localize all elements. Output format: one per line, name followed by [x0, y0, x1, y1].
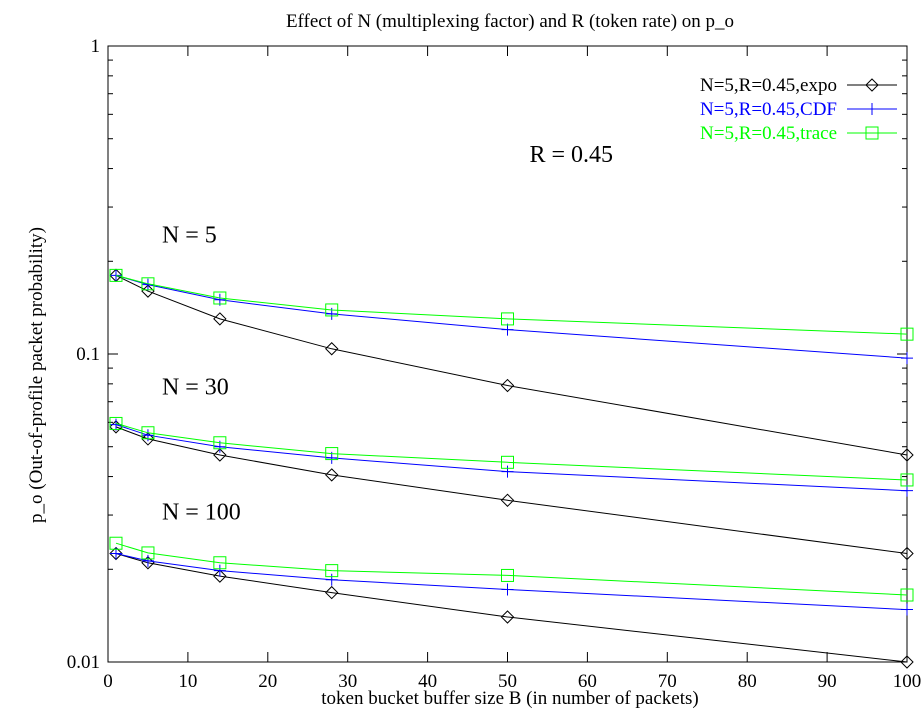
- data-point: [213, 448, 227, 462]
- legend-item: N=5,R=0.45,trace: [700, 123, 897, 144]
- axis-tick-labels: 0 10 20 30 40 50 60 70 80 90 100 0.01 0.1 1: [67, 36, 922, 692]
- data-point: [500, 610, 515, 624]
- legend-label: N=5,R=0.45,expo: [700, 75, 837, 96]
- series-line: [115, 274, 908, 456]
- annotation: R = 0.45: [529, 142, 613, 168]
- data-point: [213, 436, 227, 450]
- data-point: [501, 312, 514, 326]
- data-point: [901, 603, 913, 616]
- series: [109, 536, 914, 602]
- annotation: N = 5: [162, 223, 217, 249]
- series: [109, 268, 914, 341]
- x-tick-label: 70: [658, 671, 677, 692]
- axis-ticks: [107, 46, 908, 663]
- data-point: [213, 291, 227, 305]
- y-axis-label: p_o (Out-of-profile packet probability): [26, 227, 47, 523]
- legend: N=5,R=0.45,expo N=5,R=0.45,CDF N=5,R=0.45,…: [700, 75, 897, 144]
- series: [109, 546, 914, 669]
- x-tick-label: 90: [818, 671, 837, 692]
- data-point: [213, 556, 227, 570]
- data-point: [141, 284, 155, 298]
- x-tick-label: 10: [178, 671, 197, 692]
- data-point: [900, 655, 914, 669]
- data-point: [325, 342, 339, 356]
- x-axis-label: token bucket buffer size B (in number of…: [321, 688, 698, 709]
- data-point: [501, 323, 514, 336]
- data-point: [325, 564, 339, 578]
- legend-item: N=5,R=0.45,expo: [700, 75, 897, 96]
- data-point: [213, 312, 227, 326]
- annotations: R = 0.45 N = 5 N = 30 N = 100: [162, 142, 613, 526]
- data-point: [901, 352, 913, 365]
- data-point: [141, 277, 155, 291]
- data-point: [900, 588, 914, 602]
- y-tick-label: 0.1: [76, 344, 100, 365]
- data-point: [141, 426, 155, 440]
- data-point: [900, 448, 914, 462]
- data-point: [109, 416, 123, 430]
- series-line: [115, 542, 908, 596]
- series: [109, 418, 913, 497]
- data-point: [325, 303, 339, 317]
- series: [109, 268, 914, 462]
- data-point: [213, 569, 227, 583]
- data-point: [325, 447, 339, 461]
- data-point: [500, 493, 515, 507]
- data-point: [501, 568, 514, 582]
- x-tick-label: 40: [418, 671, 437, 692]
- y-tick-label: 0.01: [67, 652, 100, 673]
- x-tick-label: 20: [258, 671, 277, 692]
- series: [109, 416, 914, 487]
- data-point: [213, 564, 226, 577]
- legend-label: N=5,R=0.45,CDF: [700, 99, 837, 120]
- data-point: [501, 455, 514, 469]
- legend-label: N=5,R=0.45,trace: [700, 123, 837, 144]
- chart-title: Effect of N (multiplexing factor) and R …: [286, 11, 734, 32]
- x-tick-label: 60: [578, 671, 597, 692]
- series-line: [115, 274, 908, 335]
- data-point: [900, 327, 914, 341]
- data-point: [325, 468, 339, 482]
- series-layer: [109, 268, 914, 669]
- series: [109, 269, 913, 365]
- x-tick-label: 50: [498, 671, 517, 692]
- data-point: [501, 465, 514, 478]
- series: [109, 420, 914, 561]
- x-tick-label: 30: [338, 671, 357, 692]
- series-line: [115, 274, 908, 359]
- data-point: [325, 585, 339, 600]
- data-point: [901, 484, 913, 497]
- data-point: [900, 473, 914, 487]
- legend-item: N=5,R=0.45,CDF: [700, 99, 897, 120]
- legend-marker: [866, 103, 878, 115]
- data-point: [900, 546, 914, 561]
- data-point: [501, 583, 514, 596]
- legend-marker: [865, 78, 879, 92]
- data-point: [141, 432, 155, 446]
- x-tick-label: 100: [893, 671, 922, 692]
- data-point: [141, 546, 155, 560]
- data-point: [141, 554, 154, 567]
- series-line: [115, 424, 908, 492]
- data-point: [500, 378, 515, 393]
- legend-marker: [865, 126, 879, 140]
- data-point: [325, 573, 338, 586]
- x-tick-label: 80: [738, 671, 757, 692]
- data-point: [109, 269, 122, 282]
- annotation: N = 30: [162, 374, 229, 400]
- series-line: [115, 422, 908, 481]
- series-line: [115, 553, 908, 611]
- annotation: N = 100: [162, 500, 241, 526]
- y-tick-label: 1: [91, 36, 101, 57]
- series-line: [115, 426, 908, 554]
- x-tick-label: 0: [103, 671, 113, 692]
- data-point: [109, 536, 123, 550]
- data-point: [109, 268, 123, 282]
